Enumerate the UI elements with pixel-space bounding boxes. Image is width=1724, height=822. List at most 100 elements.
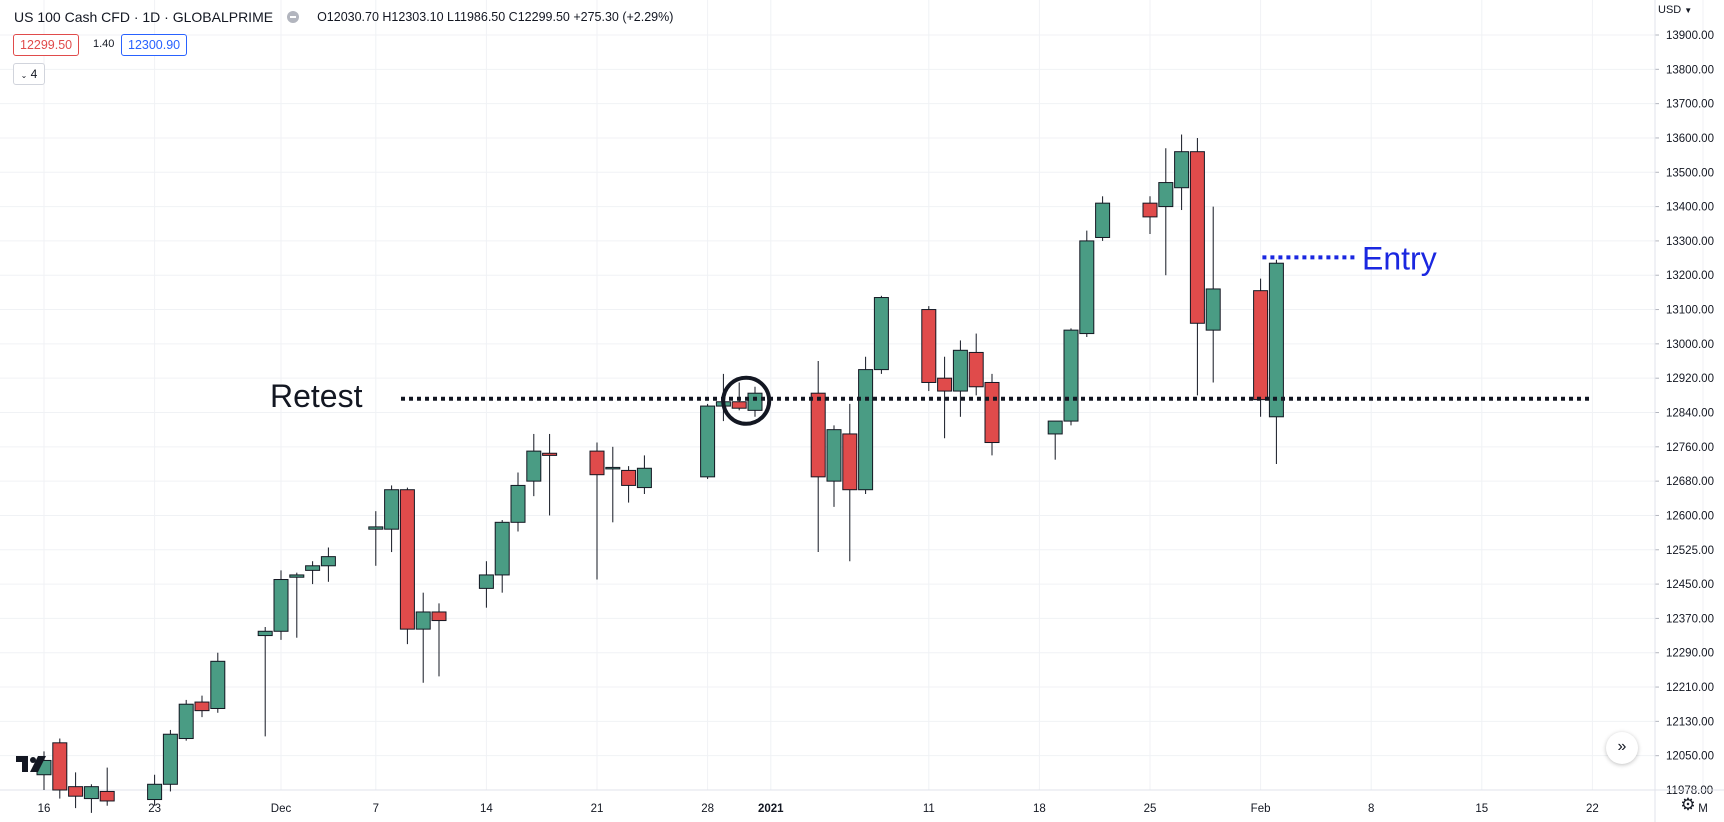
price-tick-label: 12050.00 <box>1666 751 1714 763</box>
price-tick-label: 12680.00 <box>1666 476 1714 488</box>
scroll-to-realtime-button[interactable]: » <box>1606 732 1638 764</box>
candle-body <box>273 579 289 632</box>
chevron-down-icon: ▼ <box>1684 5 1693 15</box>
candle-body <box>700 405 716 478</box>
price-tick-label: 13000.00 <box>1666 339 1714 351</box>
candle-body <box>1095 202 1111 238</box>
candle-body <box>952 349 968 392</box>
candle-body <box>257 630 273 637</box>
candle-body <box>1063 329 1079 422</box>
candle-body <box>52 742 68 791</box>
currency-selector[interactable]: USD ▼ <box>1658 4 1692 16</box>
candle-body <box>526 450 542 482</box>
candle-body <box>921 309 937 383</box>
time-tick-label: 15 <box>1475 803 1488 815</box>
price-tick-label: 12450.00 <box>1666 579 1714 591</box>
price-tick-label: 12210.00 <box>1666 682 1714 694</box>
chevron-down-icon: ⌄ <box>20 71 28 80</box>
time-tick-label: 28 <box>701 803 714 815</box>
price-tick-label: 13800.00 <box>1666 64 1714 76</box>
candle-body <box>289 574 305 578</box>
candle-body <box>147 783 163 801</box>
candle-body <box>415 611 431 630</box>
price-tick-label: 12840.00 <box>1666 408 1714 420</box>
candle-body <box>1268 262 1284 418</box>
indicator-count: 4 <box>30 67 38 81</box>
candle-body <box>731 401 747 409</box>
time-tick-label: 22 <box>1586 803 1599 815</box>
candle-body <box>968 351 984 388</box>
price-tick-label: 12290.00 <box>1666 648 1714 660</box>
spread-value: 1.40 <box>93 38 115 50</box>
price-tick-label: 12920.00 <box>1666 373 1714 385</box>
time-tick-label: 2021 <box>758 803 784 815</box>
price-tick-label: 12600.00 <box>1666 510 1714 522</box>
candle-body <box>1142 202 1158 218</box>
time-tick-label: Feb <box>1251 803 1271 815</box>
time-tick-label: 16 <box>38 803 51 815</box>
grid-lines <box>0 0 1704 791</box>
retest-label: Retest <box>270 378 363 414</box>
candle-body <box>621 469 637 486</box>
retest-circle-marker <box>721 375 772 426</box>
candle-body <box>194 701 210 712</box>
candle-body <box>1158 182 1174 208</box>
buy-price-button[interactable]: 12300.90 <box>121 34 188 56</box>
candle-body <box>605 466 621 470</box>
candle-body <box>83 786 99 800</box>
candle-body <box>873 297 889 371</box>
price-tick-label: 13400.00 <box>1666 202 1714 214</box>
candle-body <box>542 452 558 456</box>
price-tick-label: 13300.00 <box>1666 236 1714 248</box>
gear-icon[interactable]: ⚙ <box>1680 795 1696 814</box>
candle-body <box>210 660 226 709</box>
indicators-toggle[interactable]: ⌄ 4 <box>13 63 45 85</box>
price-tick-label: 13600.00 <box>1666 133 1714 145</box>
candle-body <box>162 733 178 785</box>
annotations: Retest Entry <box>270 240 1590 426</box>
market-status-icon <box>287 11 300 23</box>
candle-body <box>826 429 842 482</box>
candle-body <box>858 369 874 491</box>
price-tick-label: 13900.00 <box>1666 30 1714 42</box>
candle-body <box>589 450 605 476</box>
ohlc-readout: O12030.70 H12303.10 L11986.50 C12299.50 … <box>317 10 674 24</box>
candle-body <box>1174 151 1190 189</box>
time-tick-label: 7 <box>373 803 379 815</box>
candle-body <box>1047 420 1063 435</box>
entry-label: Entry <box>1362 240 1437 276</box>
price-tick-label: 12525.00 <box>1666 545 1714 557</box>
time-tick-label: M <box>1698 803 1708 815</box>
candlestick-series <box>36 134 1284 813</box>
candle-body <box>368 526 384 530</box>
candle-body <box>431 611 447 622</box>
candle-body <box>68 786 84 797</box>
candle-body <box>1189 151 1205 324</box>
candle-body <box>810 392 826 478</box>
candle-body <box>747 392 763 411</box>
candle-body <box>99 790 115 802</box>
chart-header: US 100 Cash CFD · 1D · GLOBALPRIME O1203… <box>14 8 673 26</box>
currency-label: USD <box>1658 4 1682 16</box>
candle-body <box>1079 240 1095 335</box>
time-tick-label: 21 <box>591 803 604 815</box>
price-tick-label: 13700.00 <box>1666 99 1714 111</box>
candle-body <box>1205 288 1221 331</box>
candle-body <box>984 381 1000 444</box>
candle-body <box>178 703 194 740</box>
candle-body <box>842 433 858 491</box>
candle-body <box>494 521 510 576</box>
time-axis: 16 23 Dec 7 14 21 28 2021 11 18 25 Feb 8 15 22 M <box>38 803 1708 815</box>
time-tick-label: Dec <box>271 803 292 815</box>
candle-body <box>384 489 400 530</box>
candle-body <box>510 484 526 523</box>
candle-body <box>937 377 953 392</box>
symbol-title[interactable]: US 100 Cash CFD · 1D · GLOBALPRIME <box>14 9 274 25</box>
candle-body <box>478 574 494 589</box>
candle-body <box>636 467 652 489</box>
time-tick-label: 14 <box>480 803 493 815</box>
sell-price-button[interactable]: 12299.50 <box>13 34 80 56</box>
tradingview-logo-icon[interactable] <box>14 752 54 776</box>
